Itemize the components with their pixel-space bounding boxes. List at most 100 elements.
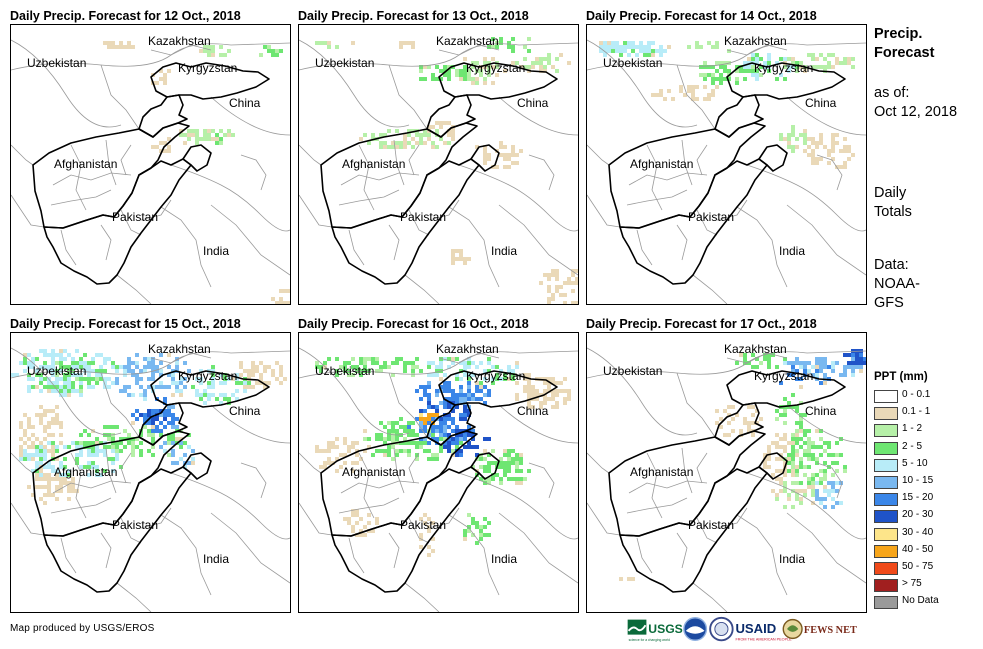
precip-cell: [159, 433, 163, 437]
precip-cell: [123, 385, 127, 389]
country-label-india: India: [779, 552, 806, 566]
admin-boundary: [726, 44, 788, 56]
precip-cell: [719, 417, 723, 421]
daily-totals: Daily Totals: [874, 184, 912, 222]
precip-cell: [355, 449, 359, 453]
precip-cell: [195, 389, 199, 393]
precip-cell: [511, 377, 515, 381]
admin-boundary: [587, 452, 610, 474]
precip-cell: [815, 361, 819, 365]
precip-cell: [627, 53, 631, 57]
precip-cell: [475, 541, 479, 545]
precip-cell: [851, 57, 855, 61]
precip-cell: [327, 441, 331, 445]
precip-cell: [715, 409, 719, 413]
admin-boundary: [299, 502, 333, 536]
precip-cell: [115, 425, 119, 429]
precip-cell: [207, 397, 211, 401]
precip-cell: [831, 149, 835, 153]
precip-cell: [159, 385, 163, 389]
precip-cell: [191, 129, 195, 133]
precip-cell: [151, 373, 155, 377]
precip-cell: [775, 497, 779, 501]
precip-cell: [375, 517, 379, 521]
precip-cell: [79, 453, 83, 457]
precip-cell: [51, 493, 55, 497]
precip-cell: [439, 77, 443, 81]
precip-cell: [811, 153, 815, 157]
precip-cell: [487, 393, 491, 397]
precip-cell: [791, 445, 795, 449]
precip-cell: [359, 373, 363, 377]
precip-cell: [219, 45, 223, 49]
precip-cell: [243, 381, 247, 385]
precip-cell: [551, 377, 555, 381]
precip-cell: [195, 137, 199, 141]
precip-cell: [743, 357, 747, 361]
precip-cell: [463, 413, 467, 417]
precip-cell: [171, 377, 175, 381]
afghanistan-border: [608, 430, 766, 537]
precip-cell: [103, 361, 107, 365]
precip-cell: [539, 61, 543, 65]
precip-cell: [335, 45, 339, 49]
precip-cell: [527, 393, 531, 397]
side-title: Precip. Forecast: [874, 25, 934, 63]
precip-cell: [839, 453, 843, 457]
precip-cell: [319, 465, 323, 469]
precip-cell: [111, 457, 115, 461]
precip-cell: [171, 461, 175, 465]
precip-cell: [339, 453, 343, 457]
precip-cell: [147, 433, 151, 437]
precip-cell: [327, 45, 331, 49]
precip-cell: [287, 289, 290, 293]
precip-cell: [783, 433, 787, 437]
precip-cell: [515, 461, 519, 465]
precip-cell: [723, 433, 727, 437]
precip-cell: [211, 53, 215, 57]
precip-cell: [27, 485, 31, 489]
precip-cell: [859, 353, 863, 357]
precip-cell: [551, 405, 555, 409]
precip-cell: [779, 469, 783, 473]
precip-cell: [463, 397, 467, 401]
precip-cell: [843, 373, 847, 377]
precip-cell: [827, 493, 831, 497]
precip-cell: [443, 417, 447, 421]
usgs-text: USGS: [648, 622, 683, 636]
precip-cell: [859, 369, 863, 373]
precip-cell: [183, 465, 187, 469]
precip-cell: [851, 357, 855, 361]
precip-cell: [451, 441, 455, 445]
precip-cell: [55, 445, 59, 449]
precip-cell: [427, 381, 431, 385]
precip-cell: [807, 481, 811, 485]
country-label-india: India: [779, 244, 806, 258]
precip-cell: [495, 45, 499, 49]
precip-cell: [119, 41, 123, 45]
precip-cell: [767, 69, 771, 73]
precip-cell: [543, 381, 547, 385]
precip-cell: [831, 505, 835, 509]
precip-cell: [483, 161, 487, 165]
precip-cell: [399, 145, 403, 149]
precip-cell: [111, 469, 115, 473]
precip-cell: [471, 437, 475, 441]
precip-cell: [807, 465, 811, 469]
precip-cell: [607, 45, 611, 49]
precip-cell: [819, 501, 823, 505]
precip-cell: [455, 377, 459, 381]
precip-cell: [487, 481, 491, 485]
precip-cell: [383, 141, 387, 145]
precip-cell: [63, 373, 67, 377]
admin-boundary: [348, 229, 365, 266]
precip-cell: [799, 365, 803, 369]
precip-cell: [447, 441, 451, 445]
precip-cell: [547, 53, 551, 57]
precip-cell: [827, 53, 831, 57]
precip-cell: [127, 441, 131, 445]
precip-cell: [439, 429, 443, 433]
precip-cell: [223, 397, 227, 401]
precip-cell: [799, 461, 803, 465]
precip-cell: [419, 385, 423, 389]
